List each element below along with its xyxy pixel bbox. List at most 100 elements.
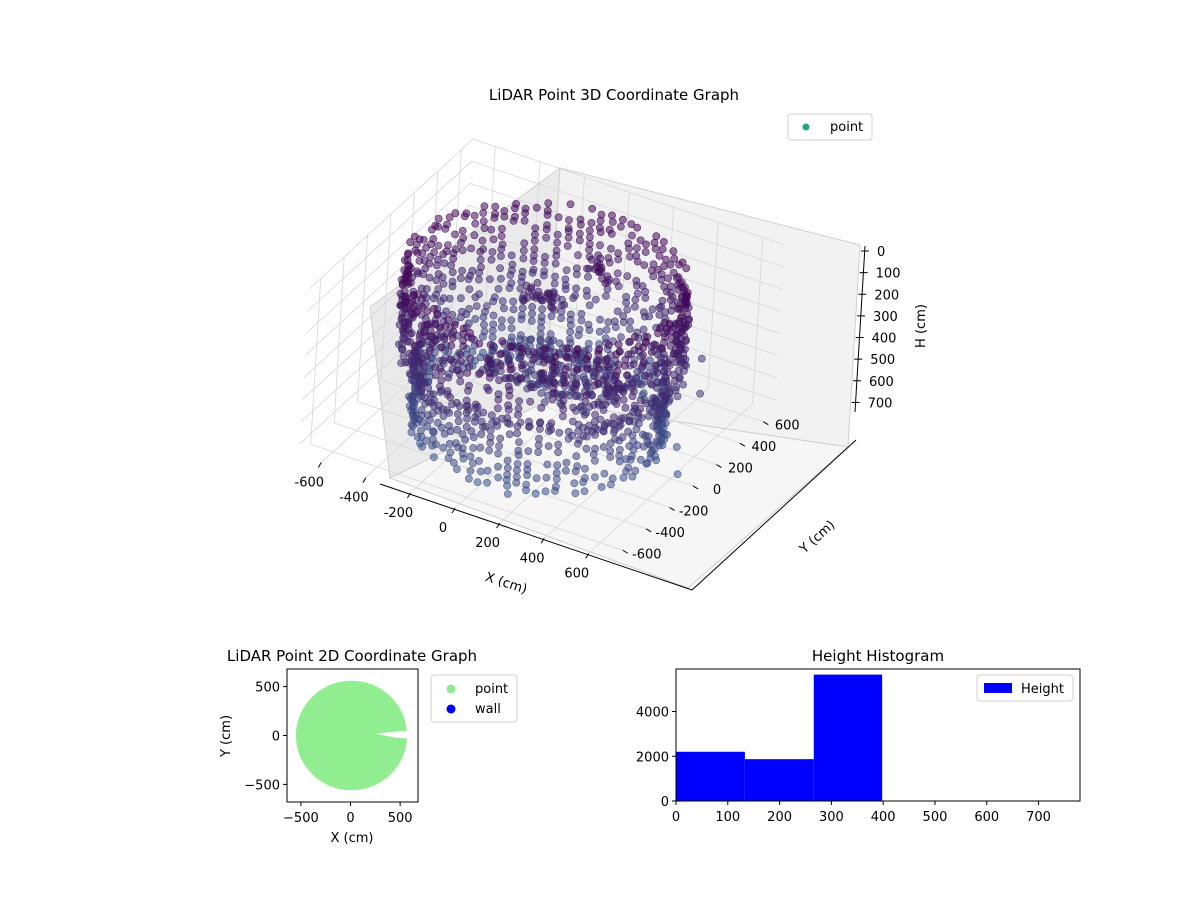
point-3d [411,348,420,357]
point-3d [631,466,640,475]
point-3d [636,455,645,464]
point-3d [615,347,624,356]
grid-line [333,256,647,530]
point-3d [466,466,475,475]
point-3d [542,382,550,391]
point-3d [652,411,661,419]
point-3d [554,440,562,449]
point-3d [518,361,526,370]
point-3d [678,312,687,320]
point-3d [413,267,422,276]
point-3d [527,317,536,325]
point-3d [496,264,504,273]
y-tick-mark [739,442,746,447]
point-3d [523,460,532,469]
point-3d [566,200,575,209]
point-3d [590,400,598,409]
point-3d [404,271,412,280]
z-axis-line [854,245,866,413]
point-3d [591,473,599,481]
point-3d [543,221,551,229]
point-3d [514,446,523,455]
point-3d [478,236,487,245]
point-3d [617,414,626,423]
point-3d [648,305,657,314]
point-3d [584,352,593,360]
point-3d [401,278,410,287]
x-axis-label-3d: X (cm) [483,570,529,598]
point-3d [562,266,571,275]
point-3d [550,370,558,378]
point-3d [575,236,584,245]
point-3d [562,344,571,353]
point-3d [484,356,493,364]
point-3d [429,390,437,399]
point-3d [613,269,622,278]
point-3d [449,254,458,263]
point-3d [594,251,603,260]
point-3d [448,268,457,277]
point-3d [628,231,636,240]
point-3d [573,462,582,470]
point-3d [551,352,560,361]
point-3d [619,312,628,321]
point-3d [473,478,482,486]
chart-2d-scatter: LiDAR Point 2D Coordinate Graph −500 0 500… [219,647,518,846]
point-3d [625,338,633,346]
point-3d [446,355,455,364]
point-3d [674,305,682,313]
point-3d [431,221,440,230]
point-3d [544,442,553,450]
point-3d [650,445,659,454]
point-3d [616,445,624,454]
y-tick-label-3d: 600 [775,419,800,434]
point-3d [538,305,547,314]
point-3d [581,397,590,406]
point-3d [445,422,453,430]
point-3d [485,368,494,377]
point-3d [633,223,642,232]
point-3d [585,245,593,254]
point-3d [429,428,438,437]
point-3d [416,340,425,349]
point-3d [559,405,568,414]
point-3d [604,341,613,349]
point-3d [632,425,641,434]
x-tick-label-3d: -200 [384,506,414,521]
point-3d [480,320,488,329]
point-3d [579,423,587,432]
point-3d [647,379,655,388]
point-3d [613,307,622,316]
point-3d [457,357,465,366]
point-3d [507,333,516,342]
point-3d [667,306,676,315]
x-tick-label-2d: −500 [283,811,319,826]
point-3d [544,199,553,208]
point-3d [612,400,621,408]
point-3d [631,332,639,341]
point-3d [530,245,539,254]
point-3d [584,339,593,348]
point-3d [563,242,572,250]
point-3d [410,407,418,416]
point-3d [552,482,560,491]
legend-2d-marker-point [446,684,456,694]
point-3d [520,296,528,304]
point-3d [573,365,582,374]
point-3d [486,340,495,349]
point-3d [431,336,439,345]
point-3d [562,458,571,467]
point-3d [435,401,443,410]
point-3d [487,255,496,264]
point-3d [543,460,552,469]
point-3d [498,240,507,249]
point-3d [536,337,545,346]
point-3d [599,443,608,451]
point-3d [536,418,545,427]
point-3d [456,350,465,358]
point-3d [679,380,687,389]
point-3d [678,258,687,267]
point-3d [652,437,661,446]
point-3d [624,427,632,436]
